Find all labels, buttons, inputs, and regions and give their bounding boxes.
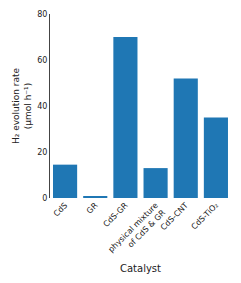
svg-text:40: 40 xyxy=(37,102,47,111)
svg-text:80: 80 xyxy=(37,10,47,19)
svg-text:CdS-CNT: CdS-CNT xyxy=(159,201,190,232)
svg-text:Catalyst: Catalyst xyxy=(120,263,161,274)
svg-text:CdS-GR: CdS-GR xyxy=(102,201,130,229)
svg-text:GR: GR xyxy=(85,201,100,216)
svg-text:0: 0 xyxy=(42,194,47,203)
svg-text:60: 60 xyxy=(37,56,47,65)
svg-text:20: 20 xyxy=(37,148,47,157)
svg-text:CdS: CdS xyxy=(52,201,70,219)
svg-text:physical mixtureof CdS & GR: physical mixtureof CdS & GR xyxy=(107,201,168,262)
svg-text:CdS-TiO₂: CdS-TiO₂ xyxy=(190,201,221,232)
svg-text:H₂ evolution rate(μmol h⁻¹): H₂ evolution rate(μmol h⁻¹) xyxy=(11,67,33,144)
